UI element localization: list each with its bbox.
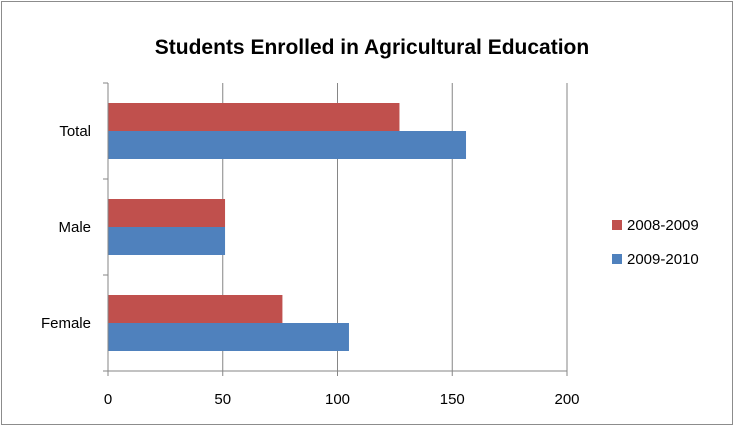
x-tick-label: 0 — [104, 391, 112, 408]
bar-male-2008-2009 — [108, 199, 226, 227]
x-tick-label: 150 — [440, 391, 465, 408]
legend-label: 2008-2009 — [627, 217, 699, 234]
bar-female-2009-2010 — [108, 323, 349, 351]
legend-swatch — [612, 254, 622, 264]
bar-female-2008-2009 — [108, 295, 283, 323]
chart-title: Students Enrolled in Agricultural Educat… — [155, 36, 589, 59]
y-category-label: Female — [41, 315, 91, 332]
y-category-label: Male — [58, 219, 91, 236]
x-tick-label: 100 — [325, 391, 350, 408]
legend-swatch — [612, 220, 622, 230]
y-category-label: Total — [59, 123, 91, 140]
x-tick-label: 50 — [214, 391, 231, 408]
bar-male-2009-2010 — [108, 227, 226, 255]
bars — [108, 103, 467, 351]
bar-total-2009-2010 — [108, 131, 467, 159]
tick-labels: 0 50 100 150 200 Total Male Female — [41, 123, 580, 408]
axes — [103, 82, 568, 376]
bar-total-2008-2009 — [108, 103, 400, 131]
legend-label: 2009-2010 — [627, 251, 699, 268]
x-tick-label: 200 — [554, 391, 579, 408]
legend: 2008-2009 2009-2010 — [612, 217, 699, 268]
